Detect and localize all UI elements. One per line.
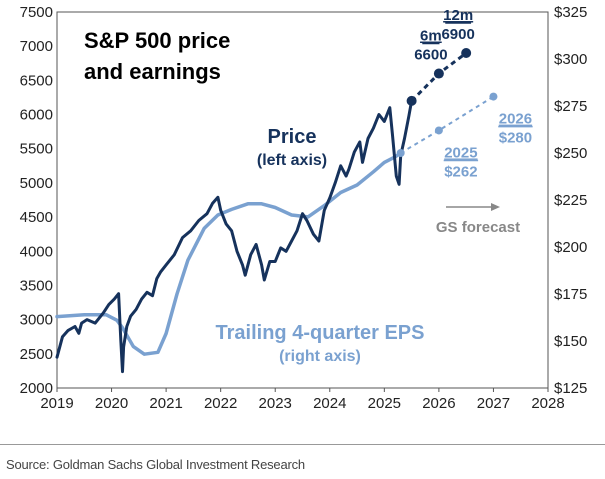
x-tick-label: 2022 (204, 395, 237, 412)
price-label: Price (268, 126, 317, 148)
forecast-arrow-head (491, 203, 500, 211)
forecast-layer: 6m 6600 12m 6900 2025 $262 2026 $280 (396, 7, 533, 180)
source-divider (0, 444, 605, 445)
forecast-point-label-top: 2025 (444, 144, 477, 161)
x-tick-label: 2026 (422, 395, 455, 412)
right-tick-label: $250 (554, 145, 587, 162)
right-tick-label: $225 (554, 192, 587, 209)
forecast-point-label-value: $280 (499, 130, 532, 147)
x-tick-label: 2020 (95, 395, 128, 412)
right-tick-label: $325 (554, 4, 587, 21)
left-tick-label: 4000 (20, 243, 53, 260)
series-layer (55, 99, 414, 374)
right-tick-label: $300 (554, 51, 587, 68)
left-tick-label: 7000 (20, 38, 53, 55)
left-tick-label: 2000 (20, 380, 53, 397)
price-series-line (55, 99, 414, 374)
right-tick-label: $200 (554, 239, 587, 256)
price-forecast-point (406, 95, 417, 106)
right-tick-label: $150 (554, 333, 587, 350)
eps-forecast-point (434, 126, 443, 135)
left-tick-label: 5500 (20, 141, 53, 158)
source-note: Source: Goldman Sachs Global Investment … (6, 457, 305, 472)
x-tick-label: 2025 (368, 395, 401, 412)
x-tick-label: 2021 (149, 395, 182, 412)
chart: 2000 2500 3000 3500 4000 4500 5000 5500 6000 6500… (20, 4, 588, 412)
price-axis-note: (left axis) (257, 152, 327, 169)
price-forecast-point (461, 48, 472, 59)
left-tick-label: 4500 (20, 209, 53, 226)
forecast-label: GS forecast (436, 219, 520, 236)
chart-title-line2: and earnings (84, 59, 221, 84)
left-tick-label: 6500 (20, 72, 53, 89)
left-tick-label: 5000 (20, 175, 53, 192)
eps-forecast-point (489, 92, 498, 101)
eps-axis-note: (right axis) (279, 348, 361, 365)
eps-series-line (55, 151, 403, 356)
right-tick-label: $175 (554, 286, 587, 303)
x-tick-label: 2019 (40, 395, 73, 412)
forecast-point-label-top: 12m (443, 7, 473, 24)
forecast-point-label-value: 6600 (414, 47, 447, 64)
x-tick-label: 2028 (531, 395, 564, 412)
right-axis-ticks: $125 $150 $175 $200 $225 $250 $275 $300 $325 (554, 4, 587, 397)
left-tick-label: 2500 (20, 346, 53, 363)
forecast-point-label-value: 6900 (441, 26, 474, 43)
right-tick-label: $125 (554, 380, 587, 397)
left-tick-label: 3500 (20, 277, 53, 294)
price-forecast-point (433, 68, 444, 79)
x-tick-label: 2023 (259, 395, 292, 412)
chart-title-line1: S&P 500 price (84, 28, 230, 53)
x-axis-ticks: 2019 2020 2021 2022 2023 2024 2025 2026 2027 2028 (40, 388, 565, 412)
eps-forecast-point (396, 149, 405, 157)
forecast-point-label-top: 6m (420, 28, 442, 45)
x-tick-label: 2027 (477, 395, 510, 412)
eps-label: Trailing 4-quarter EPS (216, 322, 425, 344)
left-tick-label: 7500 (20, 4, 53, 21)
x-tick-label: 2024 (313, 395, 346, 412)
forecast-point-label-top: 2026 (499, 111, 532, 128)
left-tick-label: 6000 (20, 107, 53, 124)
forecast-point-label-value: $262 (444, 163, 477, 180)
left-tick-label: 3000 (20, 312, 53, 329)
right-tick-label: $275 (554, 98, 587, 115)
plot-frame (56, 11, 549, 389)
left-axis-ticks: 2000 2500 3000 3500 4000 4500 5000 5500 6000 6500… (20, 4, 53, 397)
